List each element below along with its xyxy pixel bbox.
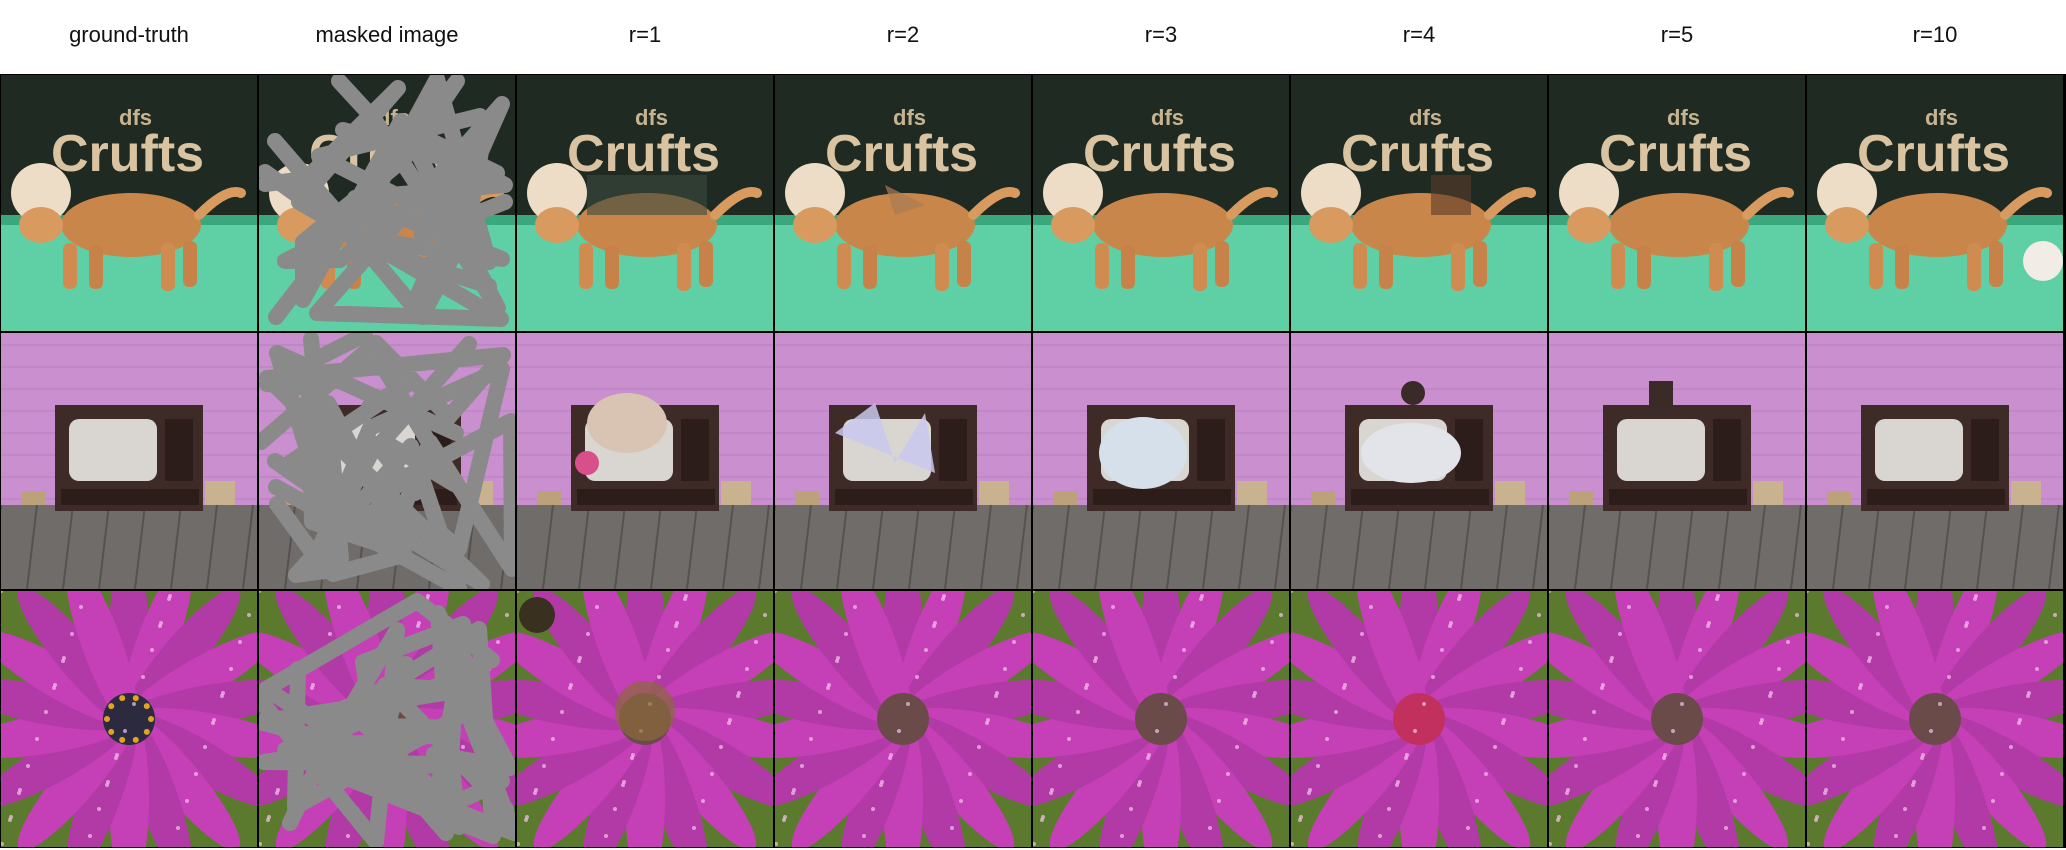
television-image bbox=[517, 333, 773, 589]
column-title-masked-image: masked image bbox=[315, 22, 459, 47]
image-cell-television-col5 bbox=[1291, 333, 1547, 589]
television-image bbox=[1549, 333, 1805, 589]
column-title-r5: r=5 bbox=[1660, 22, 1694, 47]
logo-text: Crufts bbox=[567, 125, 720, 183]
column-header-row: ground-truth masked image r=1 r=2 r=3 r=… bbox=[0, 0, 2066, 74]
image-cell-television-col3 bbox=[775, 333, 1031, 589]
column-title-r1: r=1 bbox=[628, 22, 662, 47]
mask-strokes bbox=[259, 593, 515, 847]
television-image bbox=[1033, 333, 1289, 589]
mask-strokes bbox=[259, 75, 513, 327]
flower-image bbox=[775, 591, 1031, 847]
column-title-r3: r=3 bbox=[1144, 22, 1178, 47]
image-cell-dog-col7: Crufts dfs bbox=[1807, 75, 2063, 331]
image-cell-dog-col0: Crufts dfs bbox=[1, 75, 257, 331]
mask-strokes bbox=[259, 333, 515, 589]
image-cell-television-col6 bbox=[1549, 333, 1805, 589]
image-cell-flower-col5 bbox=[1291, 591, 1547, 847]
logo-text: Crufts bbox=[1599, 125, 1752, 183]
television bbox=[1861, 405, 2009, 511]
image-cell-television-col4 bbox=[1033, 333, 1289, 589]
image-cell-television-col7 bbox=[1807, 333, 2063, 589]
logo-small-text: dfs bbox=[1925, 105, 1958, 130]
logo-text: Crufts bbox=[1083, 125, 1236, 183]
image-cell-television-col2 bbox=[517, 333, 773, 589]
television-image bbox=[1291, 333, 1547, 589]
image-cell-television-col1 bbox=[259, 333, 515, 589]
logo-small-text: dfs bbox=[1151, 105, 1184, 130]
logo-small-text: dfs bbox=[119, 105, 152, 130]
dog bbox=[1043, 163, 1278, 291]
flower-image bbox=[517, 591, 773, 847]
image-cell-dog-col5: Crufts dfs bbox=[1291, 75, 1547, 331]
image-cell-dog-col2: Crufts dfs bbox=[517, 75, 773, 331]
column-title-r4: r=4 bbox=[1402, 22, 1436, 47]
image-cell-television-col0 bbox=[1, 333, 257, 589]
image-cell-flower-col0 bbox=[1, 591, 257, 847]
logo-small-text: dfs bbox=[1667, 105, 1700, 130]
flower-image bbox=[1291, 591, 1547, 847]
logo-small-text: dfs bbox=[1409, 105, 1442, 130]
dog bbox=[11, 163, 246, 291]
image-grid: Crufts dfs Crufts dfs Crufts dfs Crufts dfs Cruf… bbox=[0, 74, 2066, 848]
television-image bbox=[259, 333, 515, 589]
dog bbox=[1817, 163, 2052, 291]
dog bbox=[785, 163, 1020, 291]
image-cell-flower-col7 bbox=[1807, 591, 2063, 847]
column-title-r10: r=10 bbox=[1912, 22, 1958, 47]
image-cell-flower-col3 bbox=[775, 591, 1031, 847]
logo-text: Crufts bbox=[825, 125, 978, 183]
logo-text: Crufts bbox=[1857, 125, 2010, 183]
image-cell-flower-col2 bbox=[517, 591, 773, 847]
television bbox=[1603, 405, 1751, 511]
flower-image bbox=[1033, 591, 1289, 847]
logo-small-text: dfs bbox=[635, 105, 668, 130]
logo-text: Crufts bbox=[1341, 125, 1494, 183]
flower-image bbox=[259, 591, 515, 847]
flower bbox=[1807, 591, 2063, 847]
dog bbox=[1301, 163, 1536, 291]
television-image bbox=[1, 333, 257, 589]
flower bbox=[1549, 591, 1805, 847]
column-title-ground-truth: ground-truth bbox=[69, 22, 189, 47]
image-cell-dog-col6: Crufts dfs bbox=[1549, 75, 1805, 331]
television bbox=[55, 405, 203, 511]
television-image bbox=[775, 333, 1031, 589]
image-cell-flower-col6 bbox=[1549, 591, 1805, 847]
flower-image bbox=[1807, 591, 2063, 847]
flower bbox=[1, 591, 257, 847]
flower bbox=[775, 591, 1031, 847]
flower bbox=[1291, 591, 1547, 847]
television-image bbox=[1807, 333, 2063, 589]
image-cell-dog-col1: Crufts dfs bbox=[259, 75, 515, 331]
logo-small-text: dfs bbox=[893, 105, 926, 130]
image-cell-flower-col4 bbox=[1033, 591, 1289, 847]
image-cell-flower-col1 bbox=[259, 591, 515, 847]
image-cell-dog-col3: Crufts dfs bbox=[775, 75, 1031, 331]
flower-image bbox=[1549, 591, 1805, 847]
flower-image bbox=[1, 591, 257, 847]
dog bbox=[1559, 163, 1794, 291]
image-cell-dog-col4: Crufts dfs bbox=[1033, 75, 1289, 331]
flower bbox=[1033, 591, 1289, 847]
logo-text: Crufts bbox=[51, 125, 204, 183]
column-title-r2: r=2 bbox=[886, 22, 920, 47]
